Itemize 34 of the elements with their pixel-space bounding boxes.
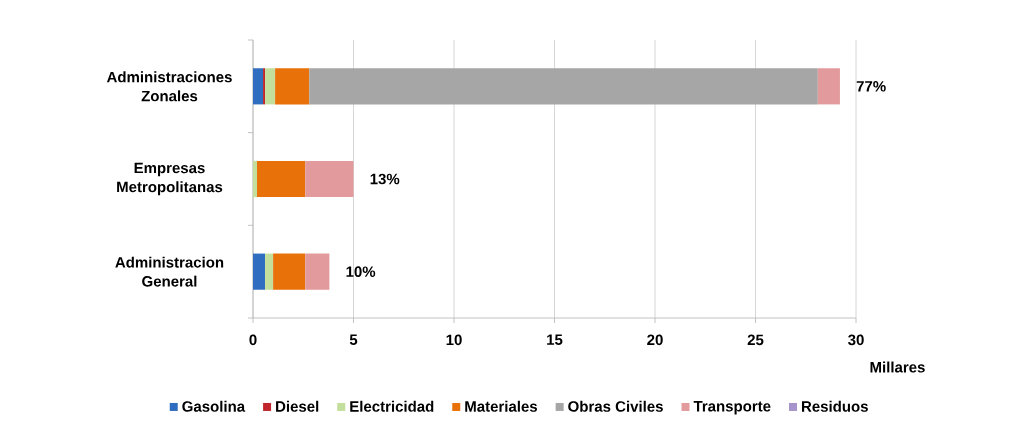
annotation: 13%: [370, 173, 400, 185]
bar: [253, 253, 266, 290]
x-tick-label: 5: [349, 334, 358, 345]
legend-label: Residuos: [802, 400, 868, 412]
bar: [309, 68, 818, 105]
y-tick-label: Empresas Metropolitanas: [117, 162, 223, 196]
x-tick-label: 15: [547, 334, 563, 345]
y-tick-label: Administraciones Zonales: [106, 71, 232, 102]
bar: [817, 68, 840, 105]
bar: [263, 68, 266, 105]
bar: [257, 160, 306, 198]
bar: [275, 68, 310, 105]
annotation: 77%: [856, 81, 886, 92]
x-tick-label: 25: [747, 334, 764, 346]
bar: [265, 68, 276, 105]
annotation: 10%: [346, 266, 376, 277]
legend-label: Obras Civiles: [568, 400, 663, 412]
x-tick-label: 10: [446, 334, 462, 346]
bar: [273, 253, 306, 290]
legend-label: Electricidad: [350, 400, 434, 412]
y-tick-label: Administracion General: [115, 256, 224, 287]
bar: [305, 160, 354, 198]
legend-label: Gasolina: [182, 400, 246, 412]
x-tick-label: 30: [848, 334, 864, 346]
legend-label: Materiales: [465, 400, 538, 412]
legend-label: Diesel: [276, 400, 319, 412]
x-tick-label: 20: [647, 334, 663, 346]
bar: [253, 68, 264, 105]
bar: [265, 253, 274, 290]
bar: [253, 160, 258, 198]
legend-label: Transporte: [693, 401, 771, 415]
x-axis-title: Millares: [870, 361, 925, 373]
x-tick-label: 0: [249, 334, 257, 346]
bar: [305, 253, 330, 290]
